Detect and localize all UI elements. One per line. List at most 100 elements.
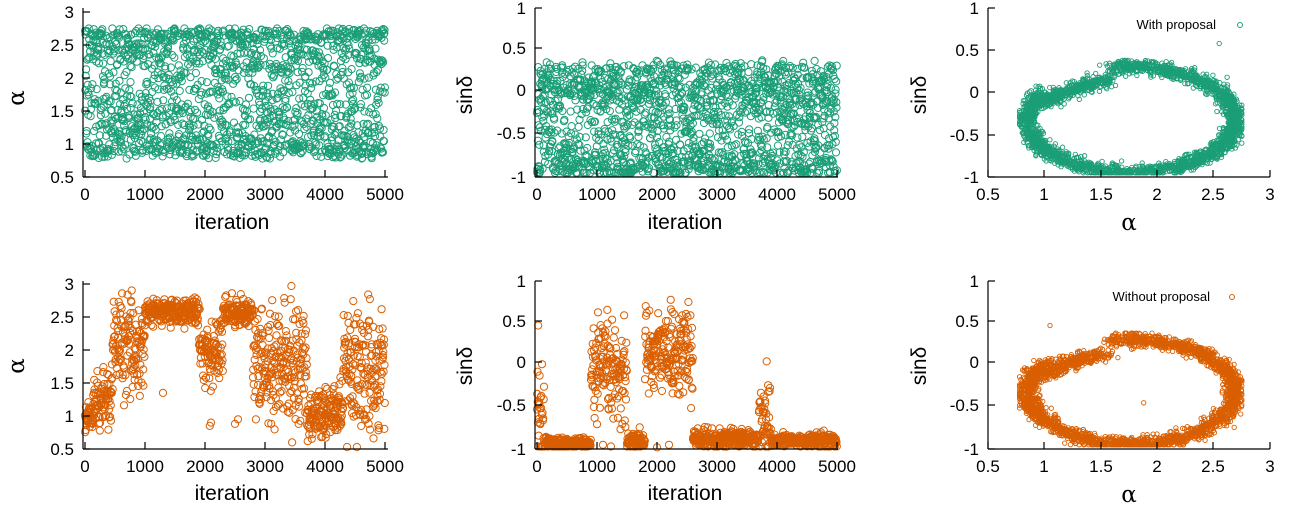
data-point	[216, 37, 225, 46]
data-point	[168, 51, 177, 60]
data-point	[177, 77, 186, 86]
data-point	[149, 48, 158, 58]
data-point	[214, 26, 223, 35]
data-point	[218, 27, 227, 36]
data-point	[168, 97, 177, 106]
data-point	[186, 73, 195, 82]
data-point	[112, 86, 122, 95]
data-point	[1093, 70, 1099, 77]
data-point	[184, 107, 194, 116]
data-point	[249, 104, 258, 113]
data-point	[248, 68, 257, 77]
data-point	[97, 26, 106, 35]
data-point	[798, 132, 807, 141]
y-axis-title: sinδ	[454, 76, 477, 115]
data-point	[219, 54, 228, 63]
data-point	[126, 92, 135, 101]
data-point	[89, 126, 99, 136]
data-point	[167, 87, 176, 96]
data-point	[99, 59, 108, 68]
y-axis-title: α	[4, 90, 30, 106]
data-point	[200, 121, 209, 130]
data-point	[672, 135, 681, 144]
data-point	[254, 137, 263, 146]
data-point	[676, 140, 685, 149]
data-point	[136, 125, 145, 134]
data-point	[185, 53, 194, 62]
data-point	[282, 62, 291, 71]
data-point	[165, 129, 174, 138]
data-point	[278, 130, 287, 140]
data-point	[252, 35, 261, 45]
data-point	[245, 25, 254, 34]
data-point	[186, 122, 195, 131]
data-point	[124, 54, 133, 63]
data-point	[732, 140, 741, 149]
data-point	[253, 60, 262, 69]
data-point	[94, 153, 103, 163]
data-point	[97, 103, 106, 113]
data-point	[199, 151, 208, 160]
data-point	[231, 72, 240, 82]
data-point	[161, 64, 170, 73]
data-point	[115, 25, 124, 34]
data-point	[181, 69, 190, 78]
data-point	[117, 132, 126, 141]
data-point	[121, 140, 130, 149]
data-point	[119, 57, 128, 66]
data-point	[233, 123, 242, 132]
data-point	[255, 97, 264, 106]
data-point	[221, 56, 230, 66]
data-point	[723, 143, 732, 152]
data-point	[138, 40, 147, 49]
data-point	[168, 80, 178, 89]
y-tick-label: -0.5	[497, 124, 526, 143]
data-point	[126, 135, 135, 144]
data-point	[172, 105, 182, 114]
data-point	[146, 102, 155, 112]
data-point	[272, 29, 281, 38]
data-point	[213, 144, 222, 153]
data-point	[211, 54, 220, 64]
data-point	[206, 125, 215, 134]
data-point	[106, 57, 115, 66]
data-point	[269, 111, 278, 121]
data-point	[193, 108, 202, 117]
data-point	[156, 132, 166, 141]
data-point	[191, 68, 200, 78]
data-point	[571, 96, 580, 105]
data-point	[159, 29, 168, 38]
data-point	[832, 77, 841, 86]
data-point	[235, 153, 244, 162]
data-point	[109, 68, 118, 77]
data-point	[252, 30, 261, 39]
data-point	[323, 54, 333, 63]
x-tick-label: 5000	[366, 185, 404, 204]
data-point	[163, 104, 172, 113]
data-point	[165, 75, 174, 84]
data-point	[215, 46, 224, 55]
data-point	[131, 131, 140, 140]
data-point	[175, 74, 184, 84]
data-point	[126, 78, 135, 87]
data-point	[224, 41, 233, 51]
data-point	[247, 48, 256, 58]
y-tick-label: 0.5	[502, 39, 526, 58]
data-point	[130, 146, 139, 155]
data-point	[204, 123, 214, 132]
data-point	[239, 68, 248, 77]
data-point	[204, 102, 213, 111]
data-point	[273, 93, 282, 103]
data-point	[256, 60, 265, 70]
data-point	[195, 24, 204, 33]
data-point	[127, 55, 137, 64]
data-point	[131, 151, 140, 160]
data-point	[256, 51, 266, 61]
data-point	[81, 71, 90, 80]
data-point	[816, 148, 825, 157]
data-point	[219, 26, 228, 35]
y-tick-label: 1	[517, 0, 526, 18]
data-point	[135, 139, 144, 148]
data-point	[211, 153, 220, 162]
data-point	[646, 134, 655, 143]
